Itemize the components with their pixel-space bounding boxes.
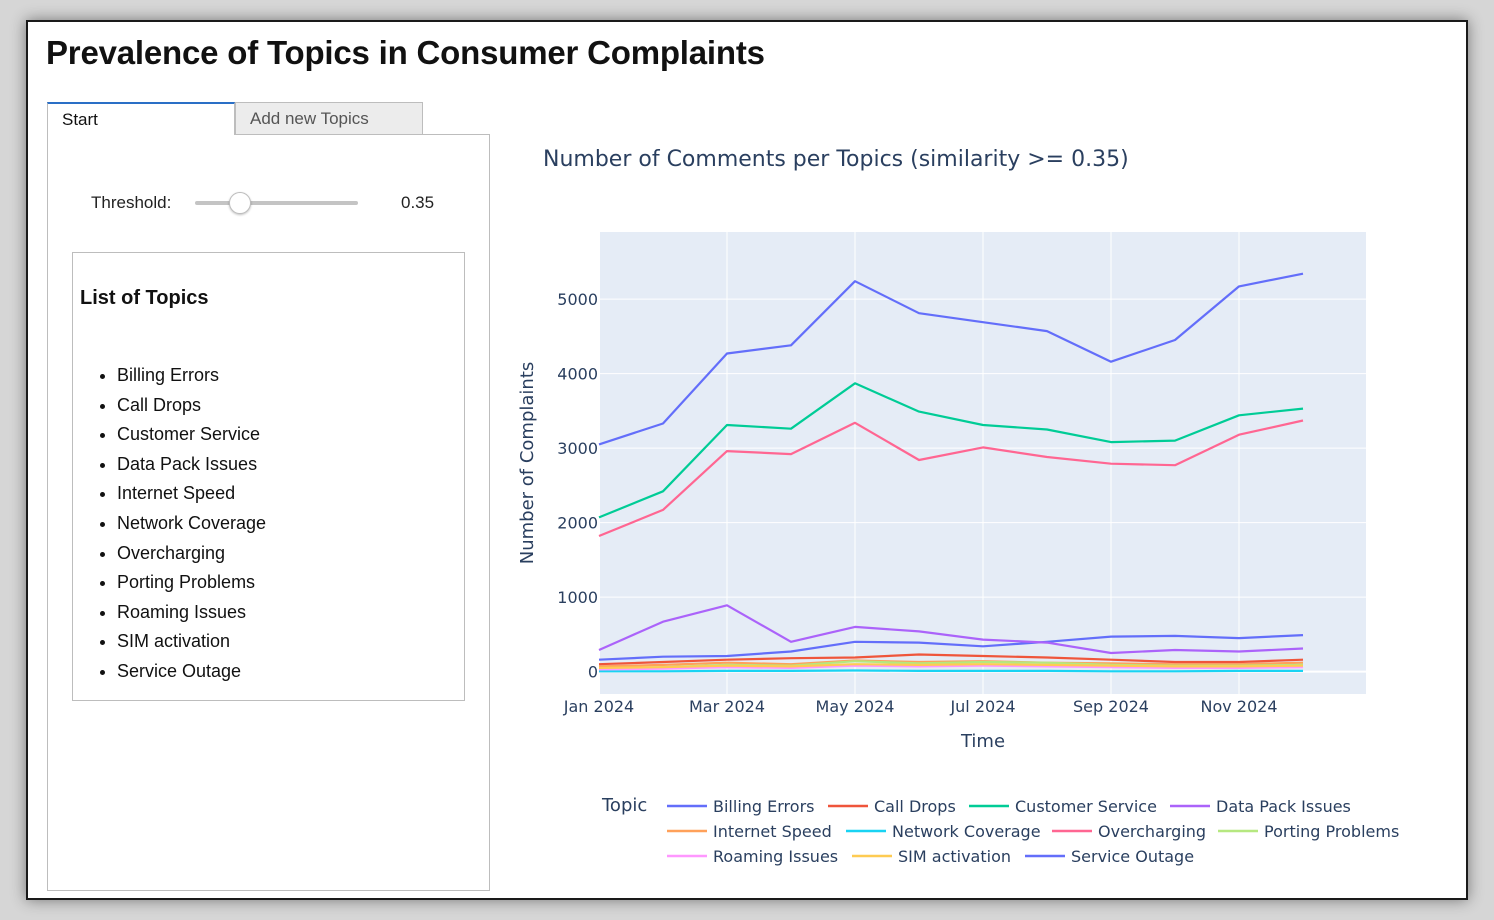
x-axis-title: Time bbox=[960, 731, 1005, 752]
topic-item: Overcharging bbox=[117, 539, 266, 569]
y-tick-label: 4000 bbox=[557, 365, 598, 384]
x-tick-label: May 2024 bbox=[816, 697, 895, 716]
y-tick-label: 2000 bbox=[557, 514, 598, 533]
x-tick-label: Mar 2024 bbox=[689, 697, 765, 716]
series-line-call-drops bbox=[598, 653, 1304, 666]
legend-item: Customer Service bbox=[1015, 797, 1157, 816]
legend-title: Topic bbox=[601, 795, 647, 816]
series-line-roaming-issues bbox=[598, 664, 1304, 671]
topic-item: Network Coverage bbox=[117, 509, 266, 539]
series-line-billing-errors bbox=[598, 272, 1304, 446]
start-tab-panel: Threshold: 0.35 List of Topics Billing E… bbox=[47, 134, 490, 891]
topic-item: Internet Speed bbox=[117, 479, 266, 509]
legend-item: Network Coverage bbox=[892, 822, 1041, 841]
series-line-overcharging bbox=[598, 419, 1304, 538]
topic-item: Call Drops bbox=[117, 391, 266, 421]
y-tick-label: 5000 bbox=[557, 290, 598, 309]
threshold-slider-handle[interactable] bbox=[229, 192, 251, 214]
x-tick-label: Sep 2024 bbox=[1073, 697, 1149, 716]
topic-item: Roaming Issues bbox=[117, 598, 266, 628]
topic-item: SIM activation bbox=[117, 627, 266, 657]
topic-item: Porting Problems bbox=[117, 568, 266, 598]
series-line-sim-activation bbox=[598, 663, 1304, 669]
y-tick-label: 0 bbox=[588, 663, 598, 682]
chart-title: Number of Comments per Topics (similarit… bbox=[543, 147, 1129, 172]
legend-item: Data Pack Issues bbox=[1216, 797, 1351, 816]
tab-add-new-topics[interactable]: Add new Topics bbox=[235, 102, 423, 135]
x-tick-label: Jul 2024 bbox=[949, 697, 1015, 716]
legend-item: Call Drops bbox=[874, 797, 956, 816]
legend-item: Billing Errors bbox=[713, 797, 814, 816]
x-tick-label: Jan 2024 bbox=[563, 697, 634, 716]
series-line-network-coverage bbox=[599, 669, 1303, 673]
y-tick-label: 1000 bbox=[557, 588, 598, 607]
x-tick-label: Nov 2024 bbox=[1200, 697, 1277, 716]
legend-item: Roaming Issues bbox=[713, 847, 838, 866]
topic-item: Data Pack Issues bbox=[117, 450, 266, 480]
topic-item: Billing Errors bbox=[117, 361, 266, 391]
topic-item: Service Outage bbox=[117, 657, 266, 687]
topics-list-box: List of Topics Billing Errors Call Drops… bbox=[72, 252, 465, 701]
y-axis-title: Number of Complaints bbox=[517, 362, 538, 565]
y-tick-label: 3000 bbox=[557, 439, 598, 458]
tab-start[interactable]: Start bbox=[47, 102, 235, 135]
topics-list-title: List of Topics bbox=[80, 287, 209, 309]
series-line-data-pack-issues bbox=[598, 604, 1304, 655]
topic-item: Customer Service bbox=[117, 420, 266, 450]
threshold-slider-track[interactable] bbox=[195, 201, 358, 205]
threshold-label: Threshold: bbox=[91, 193, 172, 212]
legend-item: Internet Speed bbox=[713, 822, 832, 841]
topics-list: Billing Errors Call Drops Customer Servi… bbox=[93, 361, 266, 687]
legend-item: SIM activation bbox=[898, 847, 1011, 866]
page-title: Prevalence of Topics in Consumer Complai… bbox=[46, 34, 765, 71]
legend-item: Service Outage bbox=[1071, 847, 1194, 866]
threshold-value: 0.35 bbox=[401, 193, 435, 212]
series-line-customer-service bbox=[598, 382, 1304, 519]
legend-item: Overcharging bbox=[1098, 822, 1206, 841]
legend-item: Porting Problems bbox=[1264, 822, 1399, 841]
series-line-service-outage bbox=[598, 634, 1304, 661]
